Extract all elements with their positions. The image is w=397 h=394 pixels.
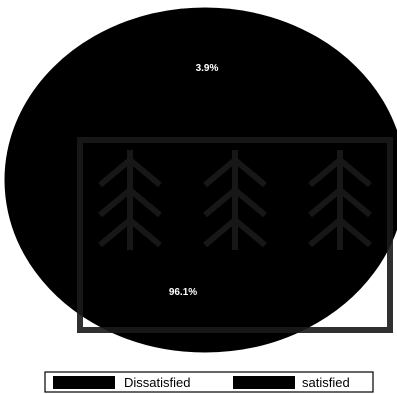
- data-label-satisfied: 96.1%: [169, 287, 197, 298]
- legend: Dissatisfied satisfied: [44, 371, 374, 393]
- data-label-dissatisfied: 3.9%: [196, 63, 219, 74]
- legend-swatch-satisfied: [233, 376, 295, 389]
- pie-slices: [4, 7, 397, 353]
- legend-label-satisfied: satisfied: [302, 375, 350, 390]
- legend-swatch-dissatisfied: [53, 376, 115, 389]
- legend-label-dissatisfied: Dissatisfied: [124, 375, 190, 390]
- pie-slice-satisfied: [4, 8, 397, 353]
- watermark-logo: [77, 137, 393, 333]
